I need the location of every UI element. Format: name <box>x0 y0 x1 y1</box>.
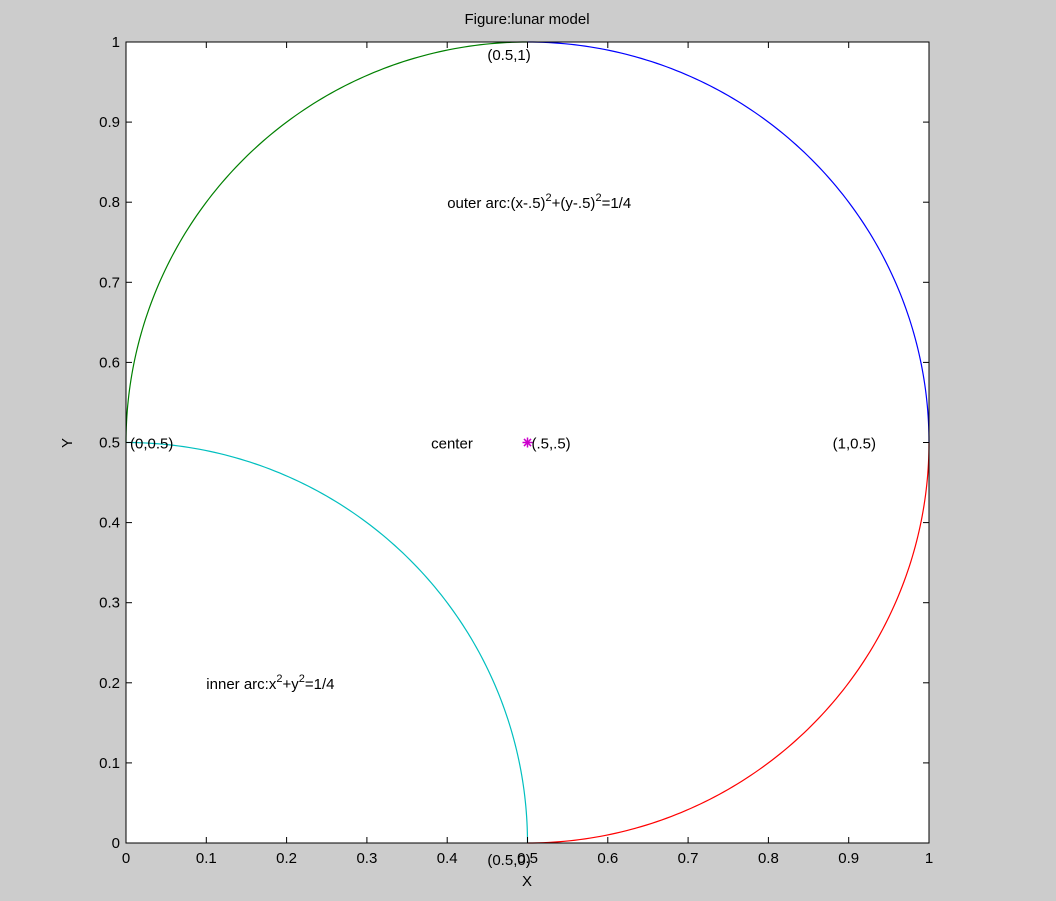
annotation-label: (0,0.5) <box>130 436 173 453</box>
y-tick-label: 1 <box>112 34 120 51</box>
y-axis-title: Y <box>59 438 76 448</box>
y-tick-label: 0.6 <box>99 354 120 371</box>
y-tick-label: 0.9 <box>99 114 120 131</box>
y-tick-label: 0.1 <box>99 755 120 772</box>
points-layer <box>522 437 533 448</box>
center-point-marker <box>522 437 533 448</box>
x-tick-label: 0.8 <box>758 850 779 867</box>
annotation-label: (1,0.5) <box>833 436 876 453</box>
x-tick-label: 1 <box>925 850 933 867</box>
series-line-4 <box>125 441 529 844</box>
series-layer <box>125 41 930 844</box>
y-tick-label: 0.3 <box>99 595 120 612</box>
x-axis-title: X <box>522 873 532 890</box>
x-tick-label: 0.4 <box>437 850 458 867</box>
annotation-label: (.5,.5) <box>532 436 571 453</box>
y-tick-label: 0.8 <box>99 194 120 211</box>
x-tick-label: 0.6 <box>597 850 618 867</box>
series-line-3 <box>527 442 930 844</box>
annotations-layer: (0.5,1) (0,0.5) center (.5,.5) (1,0.5) (0.5,0… <box>130 47 876 869</box>
chart-title: Figure:lunar model <box>464 11 589 28</box>
annotation-label: center <box>431 436 473 453</box>
x-tick-label: 0.1 <box>196 850 217 867</box>
equation-label: outer arc:(x-.5)2+(y-.5)2=1/4 <box>447 192 631 212</box>
equation-label: inner arc:x2+y2=1/4 <box>206 673 334 693</box>
y-tick-label: 0.5 <box>99 435 120 452</box>
x-tick-label: 0 <box>122 850 130 867</box>
x-tick-label: 0.2 <box>276 850 297 867</box>
series-line-2 <box>527 41 930 443</box>
y-tick-label: 0.2 <box>99 675 120 692</box>
y-tick-label: 0 <box>112 835 120 852</box>
annotation-label: (0.5,0) <box>487 852 530 869</box>
x-tick-label: 0.5 <box>517 850 538 867</box>
x-tick-label: 0.3 <box>356 850 377 867</box>
x-tick-label: 0.9 <box>838 850 859 867</box>
y-tick-label: 0.4 <box>99 515 120 532</box>
ticks-layer: 0 0.1 0.2 0.3 0.4 0.5 0.6 0.7 0.8 0.9 1 0 0.1 0.2 0.3 0… <box>99 34 933 867</box>
annotation-label: (0.5,1) <box>487 47 530 64</box>
y-tick-label: 0.7 <box>99 274 120 291</box>
series-line-1 <box>125 41 528 443</box>
x-tick-label: 0.7 <box>678 850 699 867</box>
